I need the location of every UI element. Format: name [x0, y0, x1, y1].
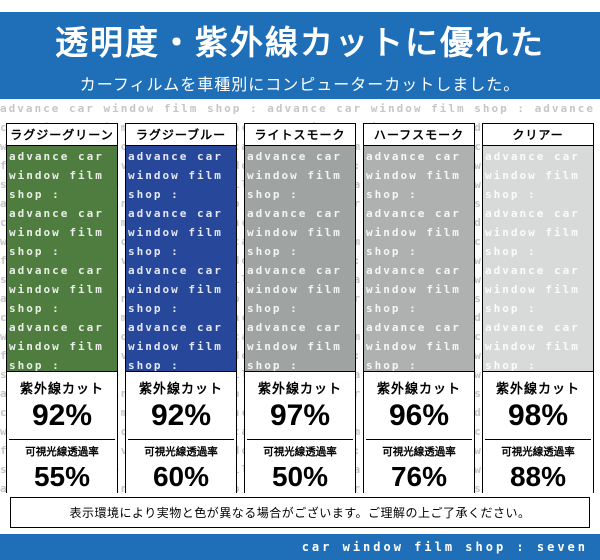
swatch-pattern-text: advance car window film shop : advance c… — [9, 150, 104, 373]
film-swatch: advance car window film shop : advance c… — [245, 146, 355, 373]
uv-cut-label: 紫外線カット — [19, 381, 104, 397]
page-title: 透明度・紫外線カットに優れた — [55, 24, 545, 62]
vlt-section: 可視光線透過率 76% — [366, 439, 472, 493]
uv-cut-value: 92% — [31, 399, 93, 433]
film-column-luxury-green: ラグジーグリーン advance car window film shop : … — [6, 123, 118, 493]
vlt-value: 50% — [271, 461, 329, 493]
uv-cut-label: 紫外線カット — [257, 381, 342, 397]
film-name: ラグジーグリーン — [7, 124, 117, 147]
film-column-half-smoke: ハーフスモーク advance car window film shop : a… — [363, 123, 475, 493]
uv-cut-value: 96% — [388, 399, 450, 433]
vlt-value: 76% — [390, 461, 448, 493]
uv-cut-label: 紫外線カット — [376, 381, 461, 397]
film-column-light-smoke: ライトスモーク advance car window film shop : a… — [244, 123, 356, 493]
swatch-pattern-text: advance car window film shop : advance c… — [485, 150, 580, 373]
uv-cut-label: 紫外線カット — [495, 381, 580, 397]
swatch-pattern-text: advance car window film shop : advance c… — [247, 150, 342, 373]
swatch-pattern-text: advance car window film shop : advance c… — [366, 150, 461, 373]
film-swatch: advance car window film shop : advance c… — [364, 146, 474, 373]
vlt-value: 60% — [152, 461, 210, 493]
film-comparison-section: advance car window film shop : advance c… — [0, 99, 600, 493]
vlt-label: 可視光線透過率 — [144, 446, 218, 459]
vlt-section: 可視光線透過率 60% — [128, 439, 234, 493]
vlt-value: 55% — [33, 461, 91, 493]
header-banner: 透明度・紫外線カットに優れた カーフィルムを車種別にコンピューターカットしました… — [0, 12, 600, 100]
uv-cut-label: 紫外線カット — [138, 381, 223, 397]
film-column-clear: クリアー advance car window film shop : adva… — [482, 123, 594, 493]
film-name: クリアー — [483, 124, 593, 147]
vlt-label: 可視光線透過率 — [382, 446, 456, 459]
footer-bar: car window film shop : seven — [0, 534, 600, 560]
vlt-label: 可視光線透過率 — [263, 446, 337, 459]
vlt-section: 可視光線透過率 55% — [9, 439, 115, 493]
film-stats: 紫外線カット 92% 可視光線透過率 55% — [7, 372, 117, 493]
film-swatch: advance car window film shop : advance c… — [483, 146, 593, 373]
film-stats: 紫外線カット 92% 可視光線透過率 60% — [126, 372, 236, 493]
film-swatch: advance car window film shop : advance c… — [7, 146, 117, 373]
swatch-pattern-text: advance car window film shop : advance c… — [128, 150, 223, 373]
vlt-section: 可視光線透過率 88% — [485, 439, 591, 493]
film-columns: ラグジーグリーン advance car window film shop : … — [6, 123, 594, 493]
vlt-value: 88% — [509, 461, 567, 493]
uv-cut-value: 92% — [150, 399, 212, 433]
film-stats: 紫外線カット 98% 可視光線透過率 88% — [483, 372, 593, 493]
film-name: ライトスモーク — [245, 124, 355, 147]
uv-cut-value: 98% — [507, 399, 569, 433]
footer-shop-name: car window film shop : seven — [301, 540, 588, 554]
page-subtitle: カーフィルムを車種別にコンピューターカットしました。 — [79, 77, 521, 95]
film-name: ハーフスモーク — [364, 124, 474, 147]
vlt-section: 可視光線透過率 50% — [247, 439, 353, 493]
vlt-label: 可視光線透過率 — [25, 446, 99, 459]
uv-cut-value: 97% — [269, 399, 331, 433]
disclaimer-box: 表示環境により実物と色が異なる場合がございます。ご理解の上ご了承ください。 — [10, 497, 590, 528]
film-swatch: advance car window film shop : advance c… — [126, 146, 236, 373]
vlt-label: 可視光線透過率 — [501, 446, 575, 459]
film-stats: 紫外線カット 97% 可視光線透過率 50% — [245, 372, 355, 493]
film-name: ラグジーブルー — [126, 124, 236, 147]
film-stats: 紫外線カット 96% 可視光線透過率 76% — [364, 372, 474, 493]
film-column-luxury-blue: ラグジーブルー advance car window film shop : a… — [125, 123, 237, 493]
